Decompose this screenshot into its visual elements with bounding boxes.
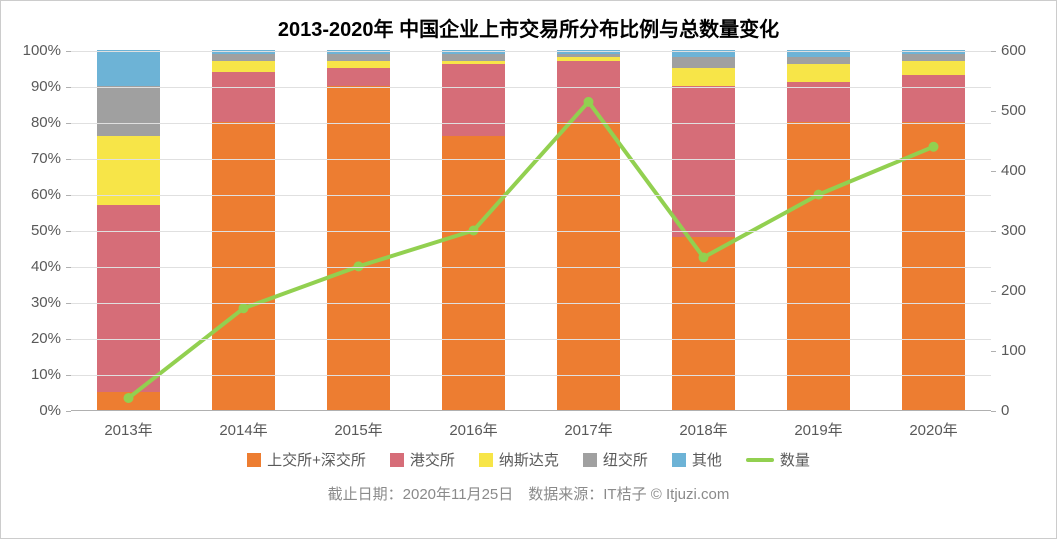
legend-swatch <box>390 453 404 467</box>
y-left-tick <box>66 51 71 52</box>
grid-line <box>71 339 991 340</box>
y-left-tick <box>66 375 71 376</box>
x-axis-label: 2015年 <box>334 419 382 440</box>
y-left-tick <box>66 339 71 340</box>
y-left-label: 10% <box>1 366 61 383</box>
plot-area <box>71 51 991 411</box>
legend-swatch <box>672 453 686 467</box>
legend-item-sse_szse: 上交所+深交所 <box>247 449 366 470</box>
y-right-tick <box>991 291 996 292</box>
y-left-tick <box>66 303 71 304</box>
footer-text: 截止日期：2020年11月25日 数据来源：IT桔子 © Itjuzi.com <box>1 483 1056 504</box>
grid-line <box>71 159 991 160</box>
y-left-label: 30% <box>1 294 61 311</box>
x-axis-label: 2018年 <box>679 419 727 440</box>
y-right-tick <box>991 231 996 232</box>
y-left-tick <box>66 123 71 124</box>
y-right-label: 300 <box>1001 222 1026 239</box>
y-right-tick <box>991 411 996 412</box>
legend-swatch <box>479 453 493 467</box>
y-right-label: 100 <box>1001 342 1026 359</box>
x-axis-label: 2017年 <box>564 419 612 440</box>
legend-item-nyse: 纽交所 <box>583 449 648 470</box>
y-right-label: 200 <box>1001 282 1026 299</box>
grid-line <box>71 375 991 376</box>
line-marker <box>699 252 709 262</box>
y-left-tick <box>66 195 71 196</box>
grid-line <box>71 231 991 232</box>
legend-line-swatch <box>746 458 774 462</box>
legend-item-hkex: 港交所 <box>390 449 455 470</box>
y-left-label: 50% <box>1 222 61 239</box>
legend-label: 数量 <box>780 449 810 470</box>
y-left-tick <box>66 231 71 232</box>
legend-item-other: 其他 <box>672 449 722 470</box>
y-left-label: 100% <box>1 42 61 59</box>
y-right-tick <box>991 111 996 112</box>
grid-line <box>71 267 991 268</box>
grid-line <box>71 195 991 196</box>
grid-line <box>71 51 991 52</box>
y-left-tick <box>66 159 71 160</box>
line-marker <box>929 142 939 152</box>
y-left-label: 90% <box>1 78 61 95</box>
line-series <box>129 102 934 398</box>
y-right-tick <box>991 351 996 352</box>
y-right-label: 600 <box>1001 42 1026 59</box>
x-axis-label: 2020年 <box>909 419 957 440</box>
legend-item-count: 数量 <box>746 449 810 470</box>
x-axis-label: 2013年 <box>104 419 152 440</box>
y-left-tick <box>66 267 71 268</box>
y-left-label: 60% <box>1 186 61 203</box>
y-left-tick <box>66 87 71 88</box>
y-right-label: 500 <box>1001 102 1026 119</box>
y-right-tick <box>991 51 996 52</box>
y-right-label: 400 <box>1001 162 1026 179</box>
line-marker <box>239 303 249 313</box>
legend-swatch <box>583 453 597 467</box>
legend-swatch <box>247 453 261 467</box>
legend-label: 其他 <box>692 449 722 470</box>
y-right-tick <box>991 171 996 172</box>
y-left-label: 20% <box>1 330 61 347</box>
line-marker <box>584 97 594 107</box>
x-axis-label: 2019年 <box>794 419 842 440</box>
y-left-label: 40% <box>1 258 61 275</box>
legend-label: 纳斯达克 <box>499 449 559 470</box>
chart-title: 2013-2020年 中国企业上市交易所分布比例与总数量变化 <box>1 1 1056 42</box>
y-right-label: 0 <box>1001 402 1009 419</box>
legend-label: 纽交所 <box>603 449 648 470</box>
grid-line <box>71 123 991 124</box>
x-axis-label: 2016年 <box>449 419 497 440</box>
legend-item-nasdaq: 纳斯达克 <box>479 449 559 470</box>
y-left-label: 70% <box>1 150 61 167</box>
x-axis-label: 2014年 <box>219 419 267 440</box>
y-left-label: 0% <box>1 402 61 419</box>
y-left-tick <box>66 411 71 412</box>
grid-line <box>71 303 991 304</box>
legend-label: 上交所+深交所 <box>267 449 366 470</box>
y-left-label: 80% <box>1 114 61 131</box>
chart-container: 2013-2020年 中国企业上市交易所分布比例与总数量变化 上交所+深交所 港交… <box>0 0 1057 539</box>
legend-label: 港交所 <box>410 449 455 470</box>
line-marker <box>124 393 134 403</box>
grid-line <box>71 87 991 88</box>
legend: 上交所+深交所 港交所 纳斯达克 纽交所 其他 数量 <box>1 449 1056 470</box>
